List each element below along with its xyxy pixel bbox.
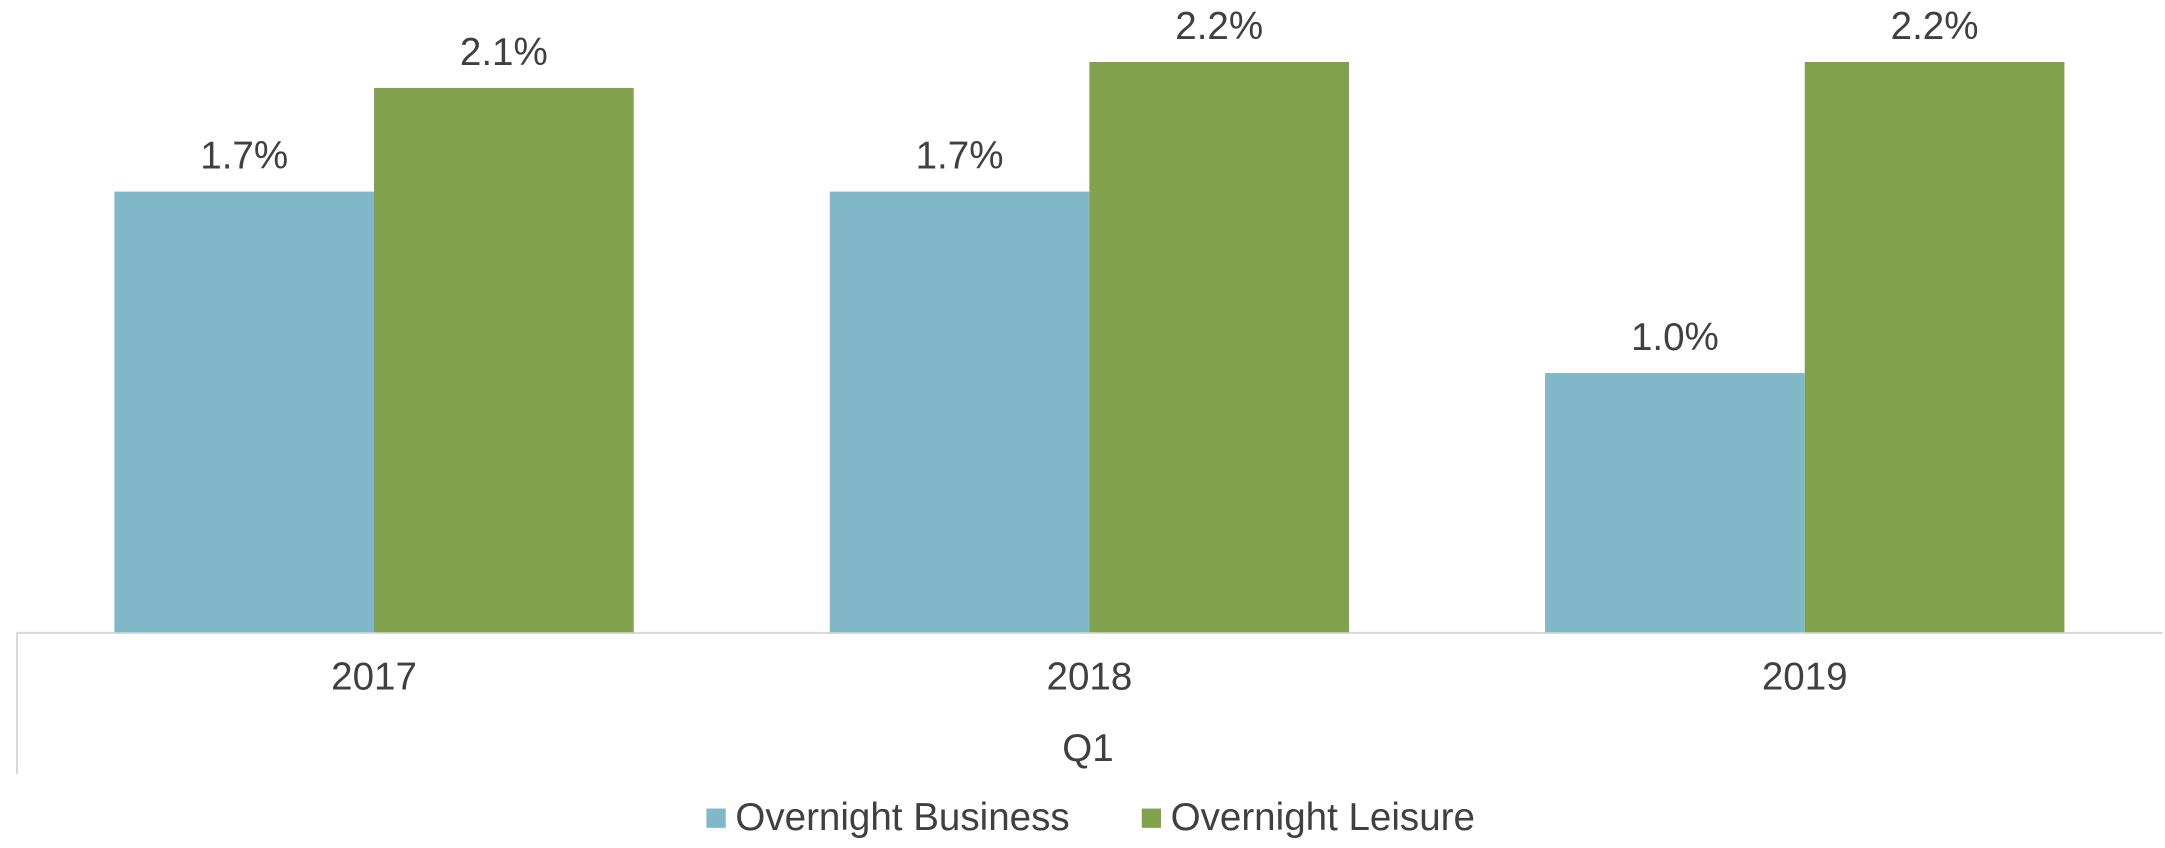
x-tick-label: 2019 (1762, 655, 1848, 698)
legend-label: Overnight Leisure (1171, 796, 1475, 839)
data-label: 1.0% (1631, 316, 1719, 359)
bar (1089, 61, 1350, 633)
legend-swatch (706, 808, 726, 828)
bar (829, 191, 1090, 633)
x-axis-label: Q1 (1062, 727, 1113, 770)
bar (1804, 61, 2065, 633)
bar (114, 191, 375, 633)
data-label: 2.2% (1891, 5, 1979, 48)
data-label: 1.7% (200, 135, 288, 178)
x-tick-label: 2018 (1047, 655, 1133, 698)
legend-swatch (1141, 808, 1162, 828)
x-tick-label: 2017 (331, 655, 417, 698)
legend-label: Overnight Business (735, 796, 1069, 839)
bar (1545, 373, 1805, 633)
data-label: 2.1% (460, 31, 548, 74)
bar (374, 87, 634, 633)
data-label: 2.2% (1175, 5, 1263, 48)
data-label: 1.7% (916, 135, 1004, 178)
